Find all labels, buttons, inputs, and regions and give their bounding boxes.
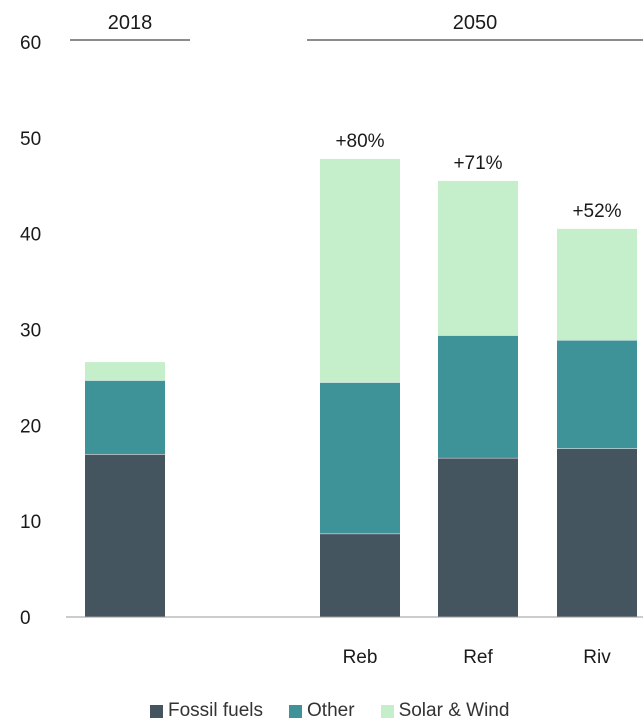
bars (85, 158, 637, 617)
bar-segment (557, 448, 637, 617)
category-label: Riv (583, 647, 611, 668)
bar-segment (438, 457, 518, 617)
legend-item-fossil-fuels: Fossil fuels (150, 700, 263, 722)
group-header-label: 2050 (453, 12, 498, 34)
bar-segment (557, 228, 637, 341)
legend-swatch-solar-wind (380, 704, 394, 718)
legend-swatch-fossil-fuels (150, 704, 163, 718)
y-tick-label: 20 (20, 416, 41, 437)
legend-item-other: Other (289, 700, 355, 722)
category-label: Reb (343, 647, 378, 668)
y-tick-label: 60 (20, 33, 41, 54)
legend: Fossil fuels Other Solar & Wind (150, 700, 535, 722)
category-label: Ref (463, 647, 493, 668)
bar-segment (85, 454, 165, 617)
group-header-label: 2018 (108, 12, 153, 34)
y-axis: 0 10 20 30 40 50 60 (20, 33, 41, 629)
data-labels: +80% +71% +52% (335, 131, 621, 222)
bar-segment (557, 340, 637, 449)
legend-label: Solar & Wind (398, 700, 510, 721)
legend-swatch-other (289, 704, 303, 718)
bar-segment (438, 335, 518, 458)
bar-segment (85, 380, 165, 455)
legend-label: Other (307, 700, 355, 721)
data-label: +71% (453, 153, 502, 174)
legend-item-solar-wind: Solar & Wind (380, 700, 510, 722)
group-headers: 2018 2050 (70, 12, 643, 41)
data-label: +52% (572, 201, 621, 222)
y-tick-label: 30 (20, 321, 41, 342)
y-tick-label: 50 (20, 129, 41, 150)
legend-label: Fossil fuels (168, 700, 264, 721)
y-tick-label: 40 (20, 225, 41, 246)
data-label: +80% (335, 131, 384, 152)
bar-segment (320, 533, 400, 617)
bar-segment (320, 158, 400, 383)
bar-segment (438, 180, 518, 336)
category-labels: Reb Ref Riv (343, 647, 612, 668)
bar-segment (320, 382, 400, 534)
y-tick-label: 10 (20, 512, 41, 533)
bar-segment (85, 362, 165, 381)
y-tick-label: 0 (20, 608, 31, 629)
